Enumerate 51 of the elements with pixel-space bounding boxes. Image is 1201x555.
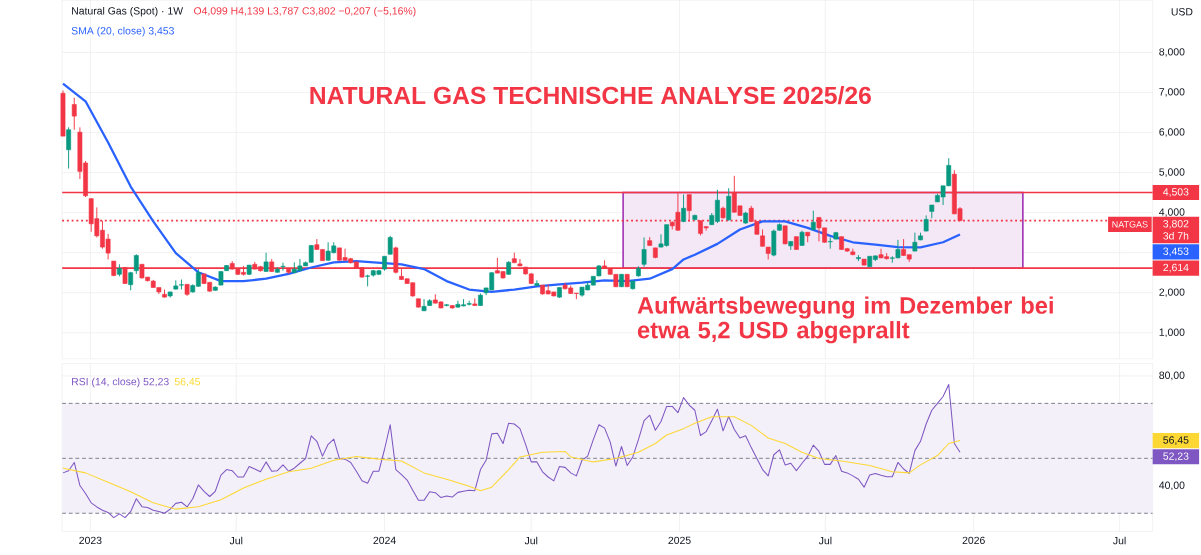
text: NATURAL GAS TECHNISCHE ANALYSE 2025/26: [310, 85, 871, 105]
candlestick: [782, 225, 788, 245]
ref-line-label: 2,614: [1163, 263, 1189, 273]
candlestick: [641, 236, 647, 268]
candlestick: [280, 262, 286, 272]
candlestick: [133, 253, 139, 275]
y-tick-label: 1,000: [1159, 328, 1185, 338]
annotation: O4,099 H4,139 L3,787 C3,802 −0,207 (−5,16%): [194, 6, 416, 17]
text: 3d 7h: [1163, 231, 1189, 240]
y-tick-label: 80,00: [1159, 371, 1185, 381]
x-tick-label: 2023: [79, 536, 102, 544]
candlestick: [71, 97, 77, 131]
line-series: [62, 416, 961, 510]
x-tick-label: Jul: [229, 536, 243, 545]
text: 3,453: [1163, 247, 1189, 257]
annotation: Aufwärtsbewegung im Dezember bei etwa 5,2 USD abgeprallt: [637, 296, 1053, 344]
y-tick-label: 7,000: [1159, 88, 1185, 97]
x-tick-label: Jul: [524, 536, 538, 545]
text: 56,45: [1163, 436, 1189, 445]
text: USD: [1171, 8, 1193, 16]
annotation: 52,23: [143, 377, 169, 387]
ref-line-label: 4,503: [1163, 188, 1189, 197]
y-tick-label: 40,00: [1159, 481, 1185, 491]
candlestick: [66, 126, 71, 170]
x-tick-label: 2026: [962, 536, 985, 544]
text: RSI (14, close): [72, 377, 140, 388]
candlestick: [681, 194, 686, 223]
annotation: 3,453: [148, 27, 174, 36]
y-tick-label: 4,000: [1159, 208, 1185, 217]
candlestick: [810, 210, 816, 231]
text: SMA (20, close): [71, 26, 145, 37]
candlestick: [912, 232, 918, 252]
y-tick-label: 6,000: [1159, 128, 1185, 137]
candlestick: [387, 235, 393, 255]
annotation: 56,45: [174, 377, 201, 387]
y-tick-label: 2,000: [1159, 288, 1185, 297]
candlestick: [726, 187, 732, 222]
x-tick-label: Jul: [1113, 536, 1126, 545]
text: Natural Gas (Spot) · 1W: [72, 6, 184, 17]
text: 52,23: [1163, 452, 1189, 461]
candlestick: [827, 236, 833, 250]
candlestick: [263, 252, 269, 272]
x-tick-label: Jul: [818, 536, 832, 545]
candlestick: [534, 279, 540, 287]
x-tick-label: 2024: [373, 536, 396, 544]
x-tick-label: 2025: [668, 536, 691, 544]
candlestick: [421, 298, 427, 312]
annotation: NATGAS: [1112, 221, 1148, 228]
ref-line-label: 3,802: [1163, 220, 1189, 229]
y-tick-label: 5,000: [1159, 168, 1185, 177]
y-tick-label: 8,000: [1159, 48, 1185, 57]
